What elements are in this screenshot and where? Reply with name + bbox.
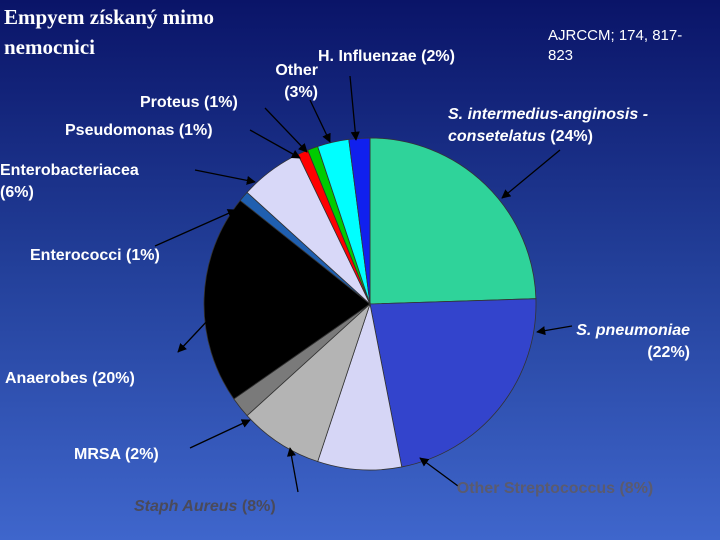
category-name: Proteus (140, 94, 200, 111)
slice-label: Other (3%) (258, 60, 318, 104)
category-name: Enterococci (30, 247, 122, 264)
value-label: (1%) (204, 94, 238, 111)
slice-label: Anaerobes (20%) (5, 368, 185, 390)
category-name: Other Streptococcus (456, 480, 616, 497)
source: AJRCCM; 174, 817-823 (548, 27, 683, 64)
chart-title: Empyem získaný mimo nemocnici (4, 5, 214, 59)
pie-slice (369, 137, 537, 305)
value-label: (24%) (550, 128, 593, 145)
value-label: (1%) (126, 247, 160, 264)
slice-label: Staph Aureus (8%) (134, 496, 334, 518)
category-name: Enterobacteriacea (0, 162, 139, 179)
category-name: Pseudomonas (65, 122, 175, 139)
slice-label: Proteus (1%) (140, 92, 265, 114)
value-label: (20%) (92, 370, 135, 387)
slice-label: Other Streptococcus (8%) (450, 478, 660, 500)
slice-label: Enterococci (1%) (30, 245, 160, 267)
category-name: Staph Aureus (134, 498, 238, 515)
slice-label: Pseudomonas (1%) (65, 120, 265, 142)
category-name: Anaerobes (5, 370, 88, 387)
value-label: (8%) (241, 498, 276, 515)
category-name: H. Influenzae (318, 48, 417, 65)
value-label: (8%) (619, 480, 654, 497)
value-label: (6%) (0, 184, 34, 201)
leader-lines (154, 75, 573, 493)
category-name: S. pneumoniae (576, 322, 690, 339)
value-label: (22%) (647, 344, 690, 361)
value-label: (1%) (178, 122, 213, 139)
category-name: Other (275, 62, 318, 79)
slice-label: Enterobacteriacea (6%) (0, 160, 160, 204)
slice-label: S. pneumoniae (22%) (560, 320, 690, 364)
slice-label: MRSA (2%) (74, 444, 204, 466)
slice-label: H. Influenzae (2%) (318, 46, 508, 68)
value-label: (2%) (421, 48, 455, 65)
pie-slice (203, 199, 371, 400)
value-label: (3%) (284, 84, 318, 101)
category-name: S. intermedius-anginosis -consetelatus (448, 106, 649, 145)
slice-label: S. intermedius-anginosis -consetelatus (… (448, 104, 693, 148)
category-name: MRSA (74, 446, 121, 463)
value-label: (2%) (124, 446, 159, 463)
